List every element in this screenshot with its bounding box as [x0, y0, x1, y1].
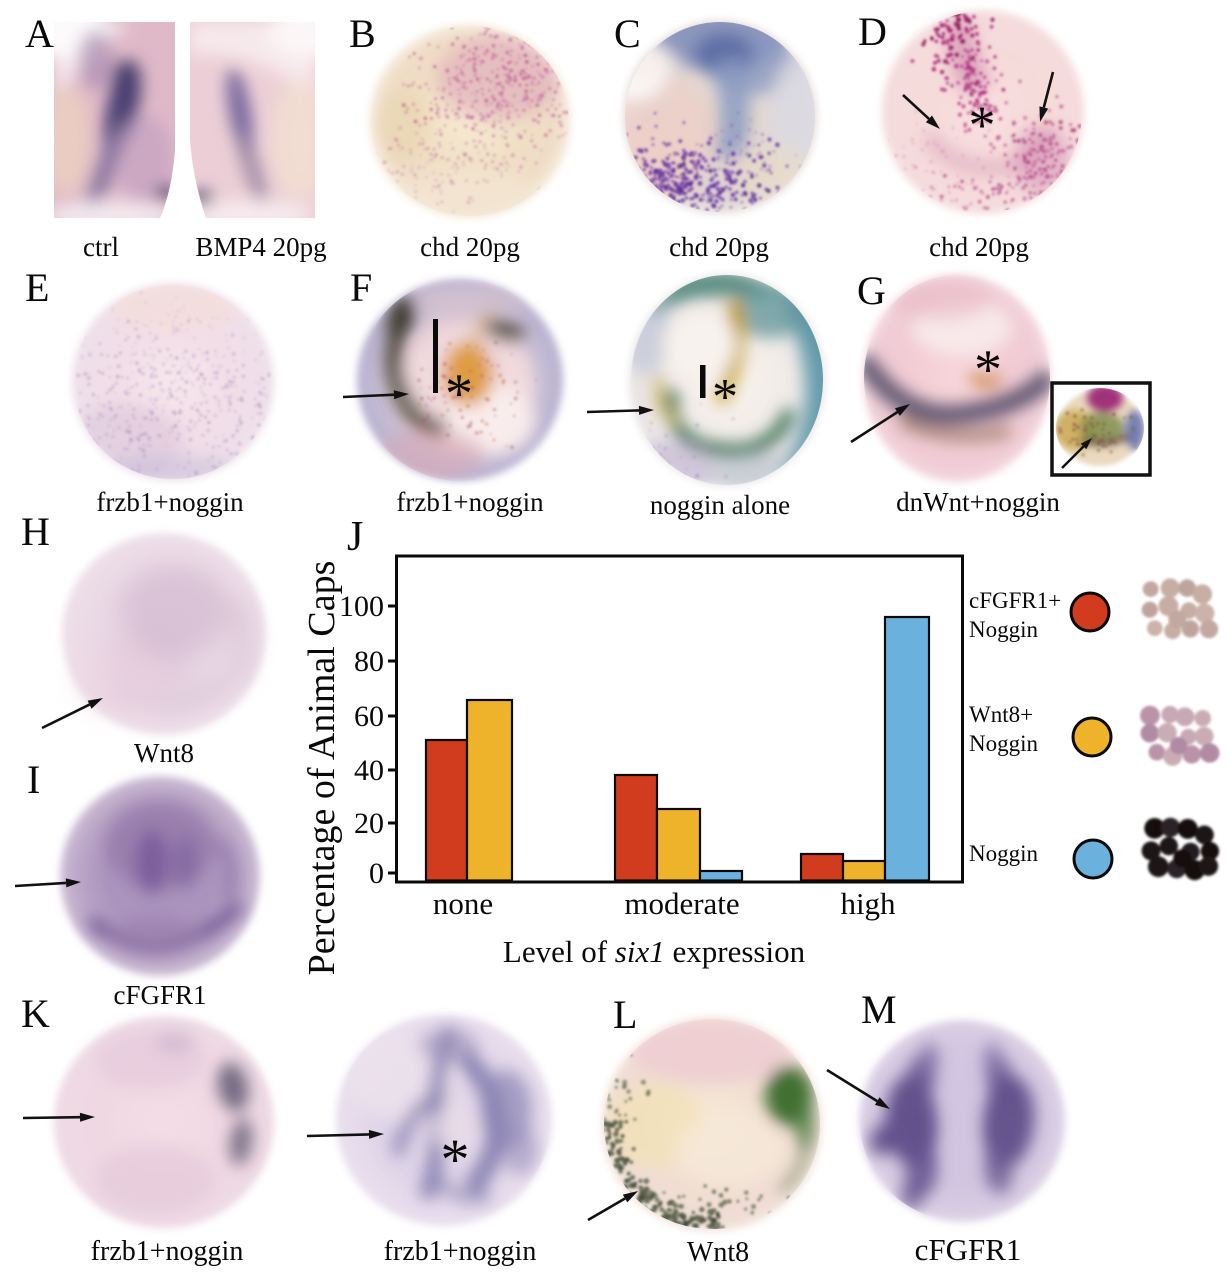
svg-text:Level of six1 expression: Level of six1 expression — [503, 934, 806, 969]
svg-text:H: H — [21, 509, 50, 554]
svg-text:cFGFR1+: cFGFR1+ — [969, 588, 1061, 613]
svg-text:A: A — [25, 11, 54, 56]
svg-text:chd 20pg: chd 20pg — [420, 232, 520, 262]
svg-text:F: F — [350, 265, 372, 310]
svg-text:chd 20pg: chd 20pg — [669, 232, 769, 262]
svg-text:chd 20pg: chd 20pg — [929, 232, 1029, 262]
svg-text:J: J — [347, 514, 363, 560]
svg-text:100: 100 — [339, 590, 384, 623]
svg-text:Noggin: Noggin — [969, 731, 1039, 756]
svg-text:G: G — [857, 268, 886, 313]
svg-text:cFGFR1: cFGFR1 — [113, 980, 206, 1010]
svg-text:frzb1+noggin: frzb1+noggin — [91, 1236, 244, 1267]
svg-text:*: * — [445, 363, 473, 425]
svg-text:Percentage of Animal Caps: Percentage of Animal Caps — [301, 561, 343, 976]
svg-text:B: B — [349, 11, 376, 56]
svg-text:C: C — [614, 11, 641, 56]
svg-text:Noggin: Noggin — [969, 617, 1039, 642]
svg-text:*: * — [974, 339, 1002, 401]
svg-text:E: E — [25, 265, 49, 310]
svg-text:BMP4 20pg: BMP4 20pg — [195, 232, 326, 262]
svg-text:40: 40 — [354, 754, 384, 787]
svg-text:Wnt8+: Wnt8+ — [969, 702, 1033, 727]
svg-text:D: D — [858, 9, 887, 54]
svg-text:*: * — [712, 369, 738, 426]
svg-text:dnWnt+noggin: dnWnt+noggin — [896, 487, 1060, 517]
svg-text:K: K — [21, 991, 50, 1036]
svg-text:60: 60 — [354, 700, 384, 733]
svg-text:M: M — [861, 987, 897, 1032]
svg-text:moderate: moderate — [624, 886, 739, 921]
svg-text:frzb1+noggin: frzb1+noggin — [96, 487, 244, 517]
svg-text:Wnt8: Wnt8 — [687, 1237, 749, 1268]
svg-text:frzb1+noggin: frzb1+noggin — [396, 487, 544, 517]
svg-text:0: 0 — [369, 857, 384, 890]
svg-text:cFGFR1: cFGFR1 — [915, 1232, 1022, 1267]
svg-text:none: none — [433, 886, 493, 921]
svg-text:*: * — [969, 95, 996, 155]
svg-text:Noggin: Noggin — [969, 841, 1039, 866]
svg-text:*: * — [441, 1127, 470, 1192]
svg-text:I: I — [27, 757, 40, 802]
svg-text:frzb1+noggin: frzb1+noggin — [384, 1236, 537, 1267]
svg-text:high: high — [840, 886, 896, 921]
svg-text:20: 20 — [354, 807, 384, 840]
svg-text:Wnt8: Wnt8 — [134, 738, 194, 768]
svg-text:noggin alone: noggin alone — [650, 490, 790, 520]
svg-text:80: 80 — [354, 645, 384, 678]
svg-text:L: L — [613, 992, 637, 1037]
svg-text:ctrl: ctrl — [83, 232, 119, 262]
